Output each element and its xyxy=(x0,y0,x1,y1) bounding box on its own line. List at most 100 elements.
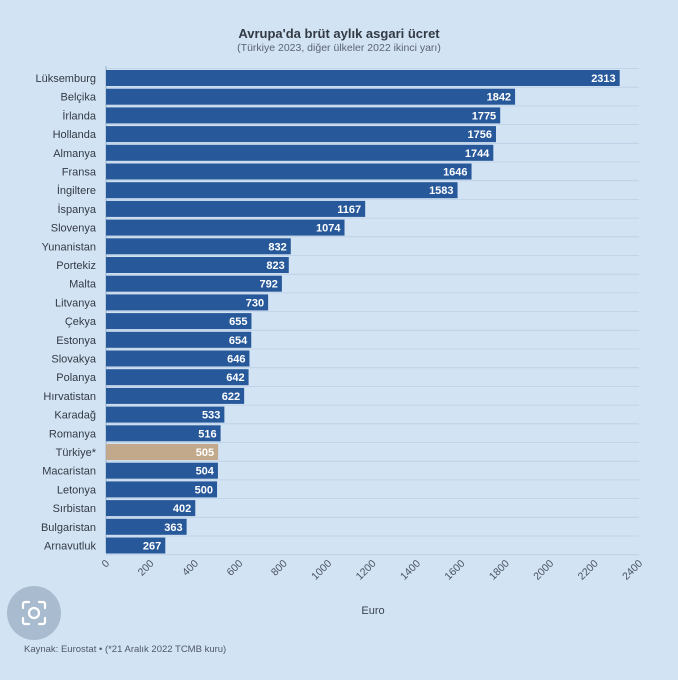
category-label: Çekya xyxy=(65,316,97,328)
bar-11 xyxy=(106,275,282,292)
value-label: 832 xyxy=(268,241,286,253)
value-label: 1583 xyxy=(429,185,453,197)
bar-1 xyxy=(106,88,516,105)
value-label: 504 xyxy=(196,466,215,478)
value-label: 533 xyxy=(202,410,220,422)
bar-24 xyxy=(106,518,187,535)
tick-label: 1200 xyxy=(354,558,379,583)
bars: 2313 1842 1775 1756 1744 1646 1583 1167 1074 832 8… xyxy=(106,70,620,554)
category-label: Hollanda xyxy=(53,129,97,141)
category-label: Romanya xyxy=(49,428,97,440)
category-label: Bulgaristan xyxy=(41,522,96,534)
category-label: Letonya xyxy=(57,484,97,496)
value-label: 655 xyxy=(229,316,247,328)
bar-13 xyxy=(106,313,252,330)
tick-label: 800 xyxy=(269,558,290,579)
value-label: 654 xyxy=(229,335,248,347)
category-label: Sırbistan xyxy=(53,503,96,515)
value-label: 1744 xyxy=(465,148,490,160)
bar-20 xyxy=(106,444,219,460)
bar-22 xyxy=(106,481,218,498)
bar-15 xyxy=(106,350,250,367)
value-label: 622 xyxy=(222,391,240,403)
value-label: 730 xyxy=(246,297,264,309)
category-label: Malta xyxy=(69,279,97,291)
value-label: 500 xyxy=(195,484,213,496)
tick-label: 200 xyxy=(136,558,157,579)
tick-labels: 0 200 400 600 800 1000 1200 1400 1600 1800 2000 220… xyxy=(100,558,646,583)
bar-25 xyxy=(106,537,166,554)
category-label: Macaristan xyxy=(42,466,96,478)
bar-7 xyxy=(106,200,366,217)
category-label: Lüksemburg xyxy=(35,73,96,85)
value-label: 363 xyxy=(164,522,182,534)
value-label: 642 xyxy=(226,372,244,384)
category-label: Fransa xyxy=(62,167,97,179)
bar-9 xyxy=(106,238,291,255)
tick-label: 600 xyxy=(224,558,245,579)
tick-label: 1600 xyxy=(442,558,467,583)
bar-14 xyxy=(106,331,252,348)
tick-label: 1800 xyxy=(487,558,512,583)
x-axis-label: Euro xyxy=(361,605,384,617)
category-labels: Lüksemburg Belçika İrlanda Hollanda Almanya F… xyxy=(35,73,96,553)
category-label: Slovakya xyxy=(51,354,97,366)
value-label: 1646 xyxy=(443,167,467,179)
value-label: 505 xyxy=(196,447,214,459)
value-label: 402 xyxy=(173,503,191,515)
bar-21 xyxy=(106,462,218,479)
bar-16 xyxy=(106,369,249,386)
bar-17 xyxy=(106,387,245,404)
bar-2 xyxy=(106,107,501,124)
bar-0 xyxy=(106,70,620,86)
tick-label: 2400 xyxy=(620,558,645,583)
category-label: Slovenya xyxy=(51,223,97,235)
bar-23 xyxy=(106,500,196,517)
category-label: Arnavutluk xyxy=(44,541,96,553)
value-label: 1074 xyxy=(316,223,341,235)
category-label: Estonya xyxy=(56,335,97,347)
category-label: Yunanistan xyxy=(42,241,96,253)
bar-8 xyxy=(106,219,345,236)
bar-5 xyxy=(106,163,472,180)
chart-subtitle: (Türkiye 2023, diğer ülkeler 2022 ikinci… xyxy=(237,42,441,54)
bar-4 xyxy=(106,144,494,161)
bar-19 xyxy=(106,425,221,442)
source-note: Kaynak: Eurostat • (*21 Aralık 2022 TCMB… xyxy=(24,644,227,655)
category-label: İspanya xyxy=(57,203,96,216)
value-label: 267 xyxy=(143,541,161,553)
tick-label: 1400 xyxy=(398,558,423,583)
value-label: 2313 xyxy=(591,73,615,85)
chart-title: Avrupa'da brüt aylık asgari ücret xyxy=(238,26,440,41)
value-label: 516 xyxy=(198,428,216,440)
category-label: Belçika xyxy=(61,92,97,104)
tick-label: 1000 xyxy=(309,558,334,583)
value-label: 823 xyxy=(266,260,284,272)
image-search-icon[interactable] xyxy=(7,586,61,640)
category-label: Almanya xyxy=(53,148,97,160)
bar-12 xyxy=(106,294,269,311)
tick-label: 2200 xyxy=(576,558,601,583)
tick-label: 0 xyxy=(100,558,113,571)
category-label: Türkiye* xyxy=(56,447,97,459)
category-label: İrlanda xyxy=(62,109,97,122)
category-label: Polanya xyxy=(56,372,97,384)
value-label: 1167 xyxy=(337,204,361,216)
bar-3 xyxy=(106,126,496,143)
category-label: Hırvatistan xyxy=(43,391,96,403)
value-label: 1775 xyxy=(472,110,496,122)
value-label: 646 xyxy=(227,354,245,366)
bar-18 xyxy=(106,406,225,423)
value-label: 1756 xyxy=(467,129,491,141)
category-label: Litvanya xyxy=(55,297,97,309)
value-label: 792 xyxy=(260,279,278,291)
value-label: 1842 xyxy=(487,92,511,104)
tick-label: 400 xyxy=(180,558,201,579)
category-label: Karadağ xyxy=(54,410,96,422)
category-label: İngiltere xyxy=(57,184,96,197)
tick-label: 2000 xyxy=(531,558,556,583)
bar-10 xyxy=(106,257,289,273)
category-label: Portekiz xyxy=(56,260,96,272)
bar-6 xyxy=(106,182,458,199)
